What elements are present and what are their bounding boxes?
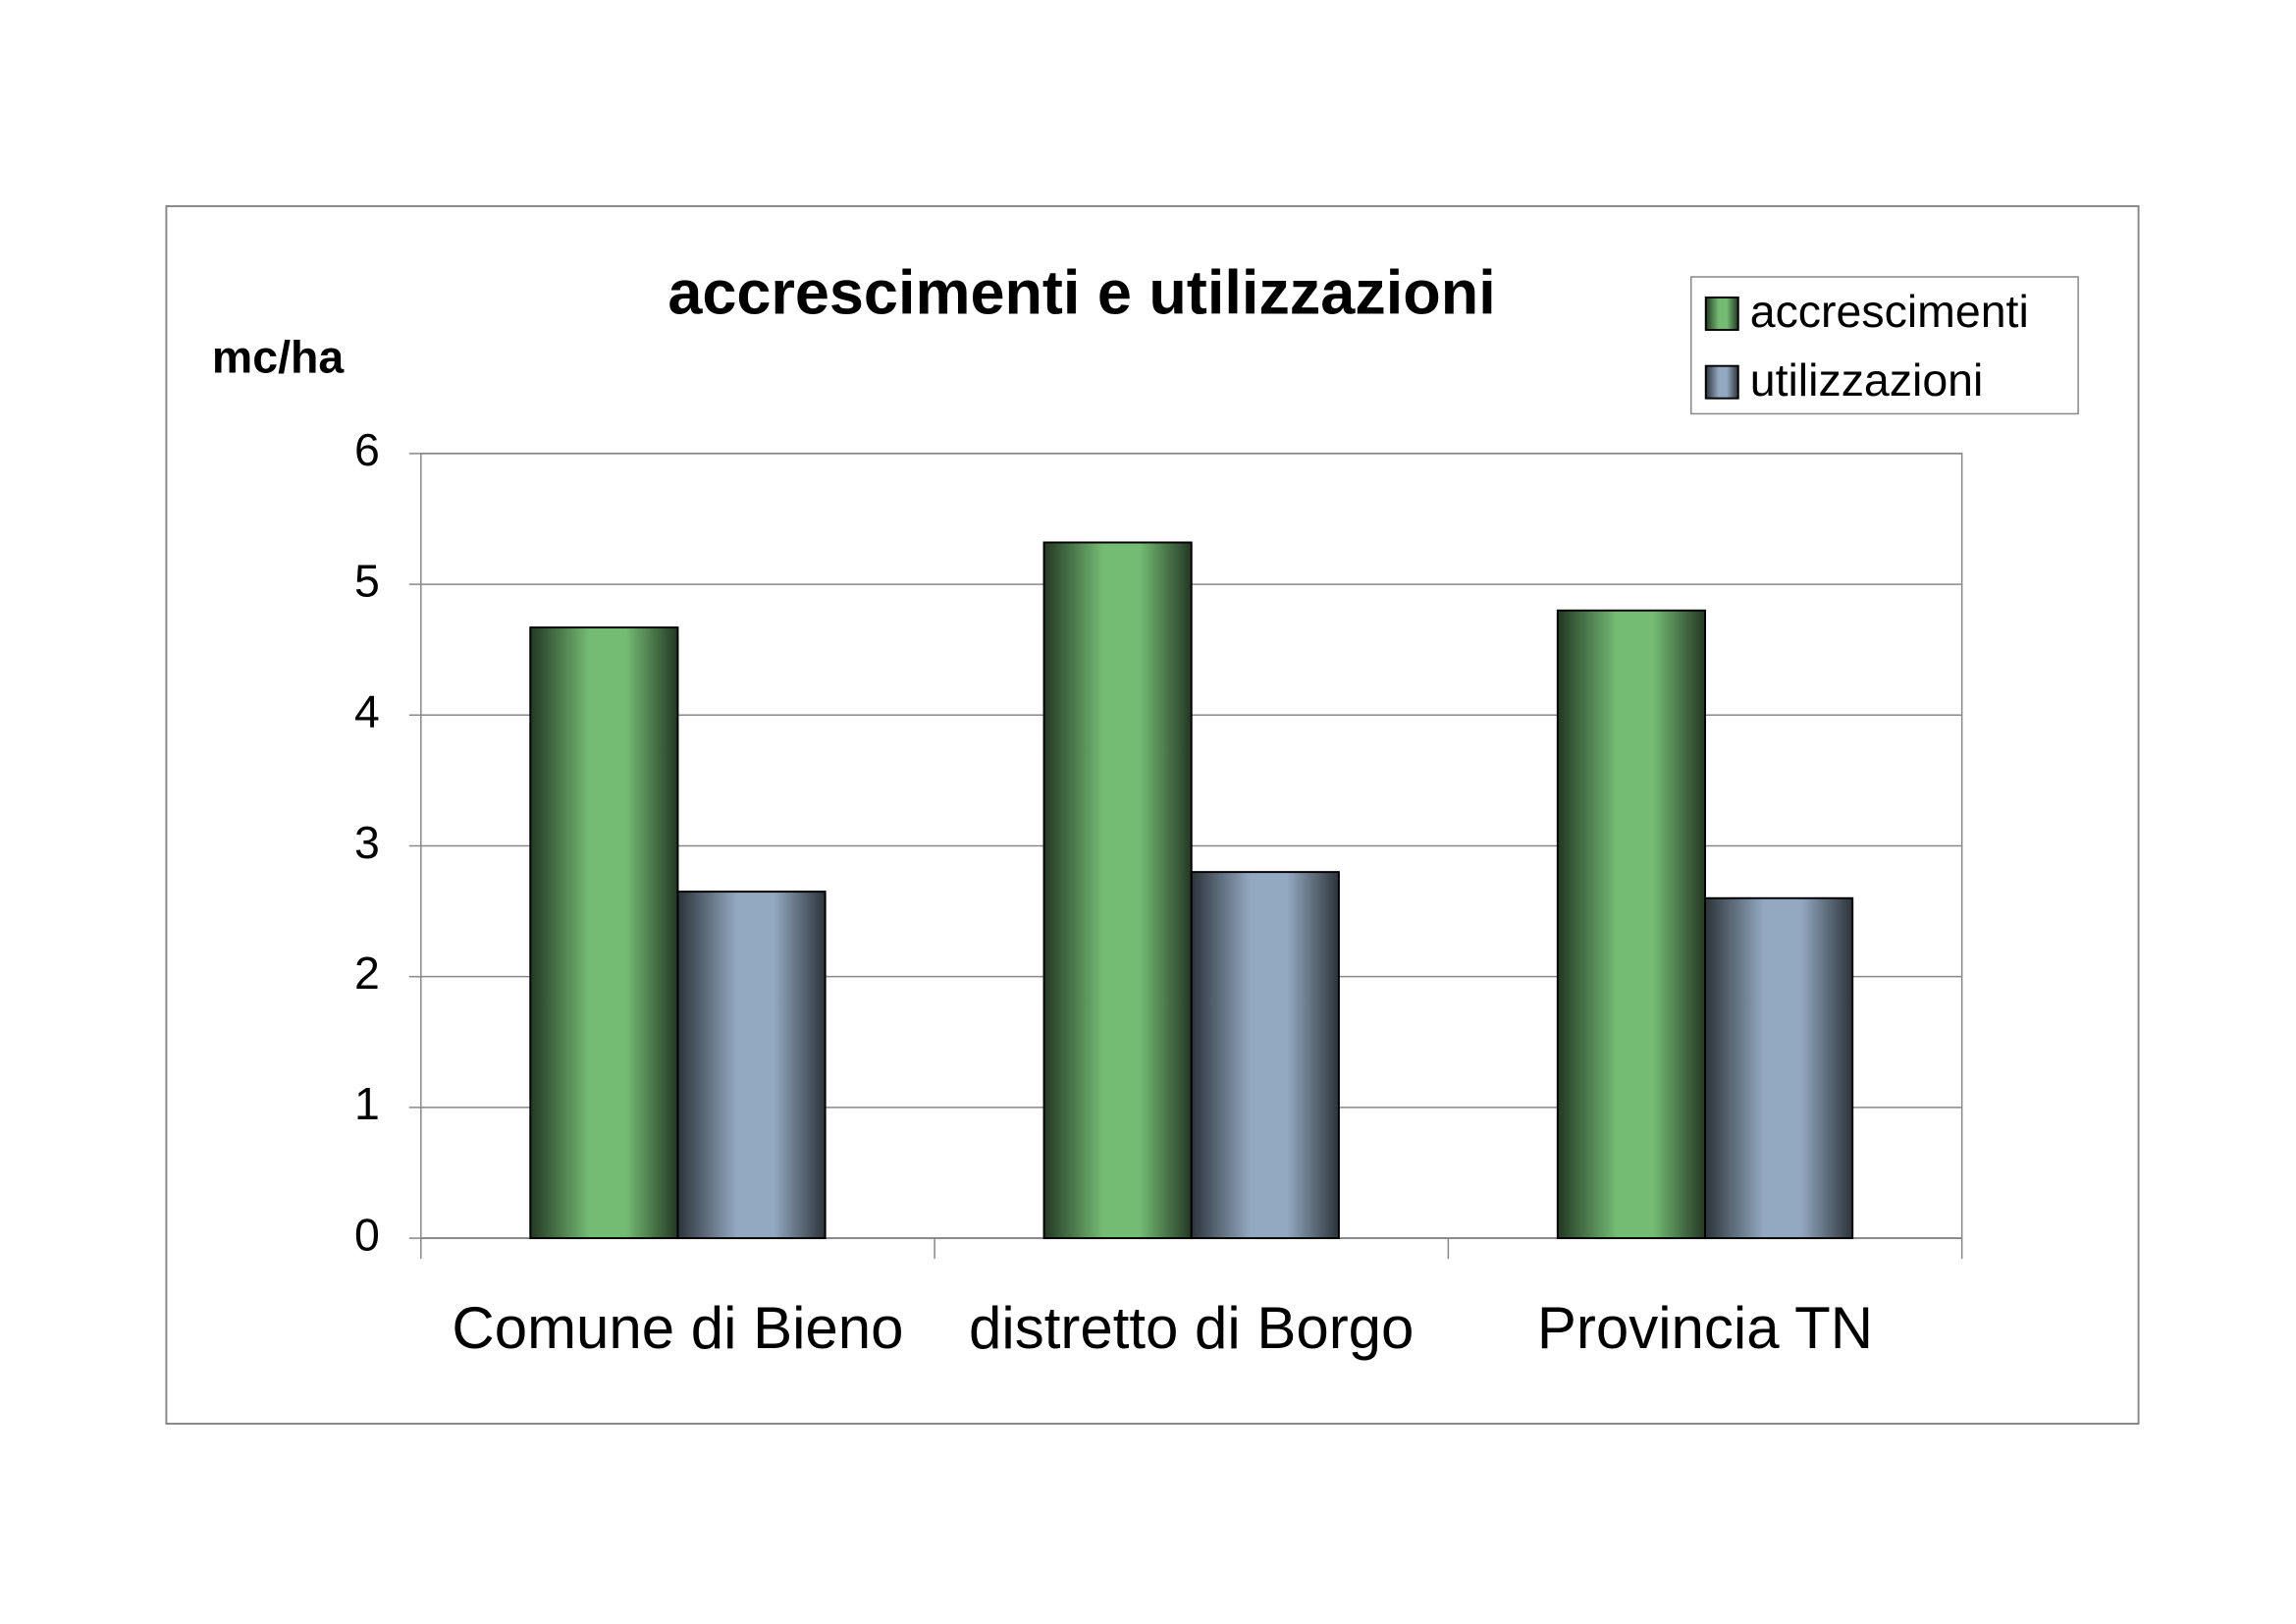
y-tick-label: 6 — [354, 424, 380, 475]
x-tick-label: Comune di Bieno — [452, 1295, 903, 1361]
legend-swatch — [1704, 364, 1739, 400]
y-tick-label: 0 — [354, 1209, 380, 1260]
x-tick-label: distretto di Borgo — [969, 1295, 1414, 1361]
legend-box — [1690, 276, 2079, 415]
y-axis-label: mc/ha — [212, 332, 345, 383]
bar — [1042, 541, 1193, 1240]
y-tick-label: 3 — [354, 817, 380, 868]
y-tick-label: 5 — [354, 555, 380, 606]
bar — [529, 626, 679, 1240]
legend-label: utilizzazioni — [1750, 354, 1984, 406]
legend-label: accrescimenti — [1750, 286, 2029, 337]
y-tick-label: 4 — [354, 686, 380, 737]
bar — [1556, 609, 1706, 1240]
bar — [1704, 896, 1854, 1240]
chart-title: accrescimenti e utilizzazioni — [667, 259, 1495, 328]
y-tick-label: 2 — [354, 947, 380, 999]
legend-swatch — [1704, 296, 1739, 331]
x-tick-label: Provincia TN — [1537, 1295, 1873, 1361]
bar — [1190, 871, 1340, 1240]
bar — [676, 891, 827, 1240]
y-tick-label: 1 — [354, 1078, 380, 1129]
